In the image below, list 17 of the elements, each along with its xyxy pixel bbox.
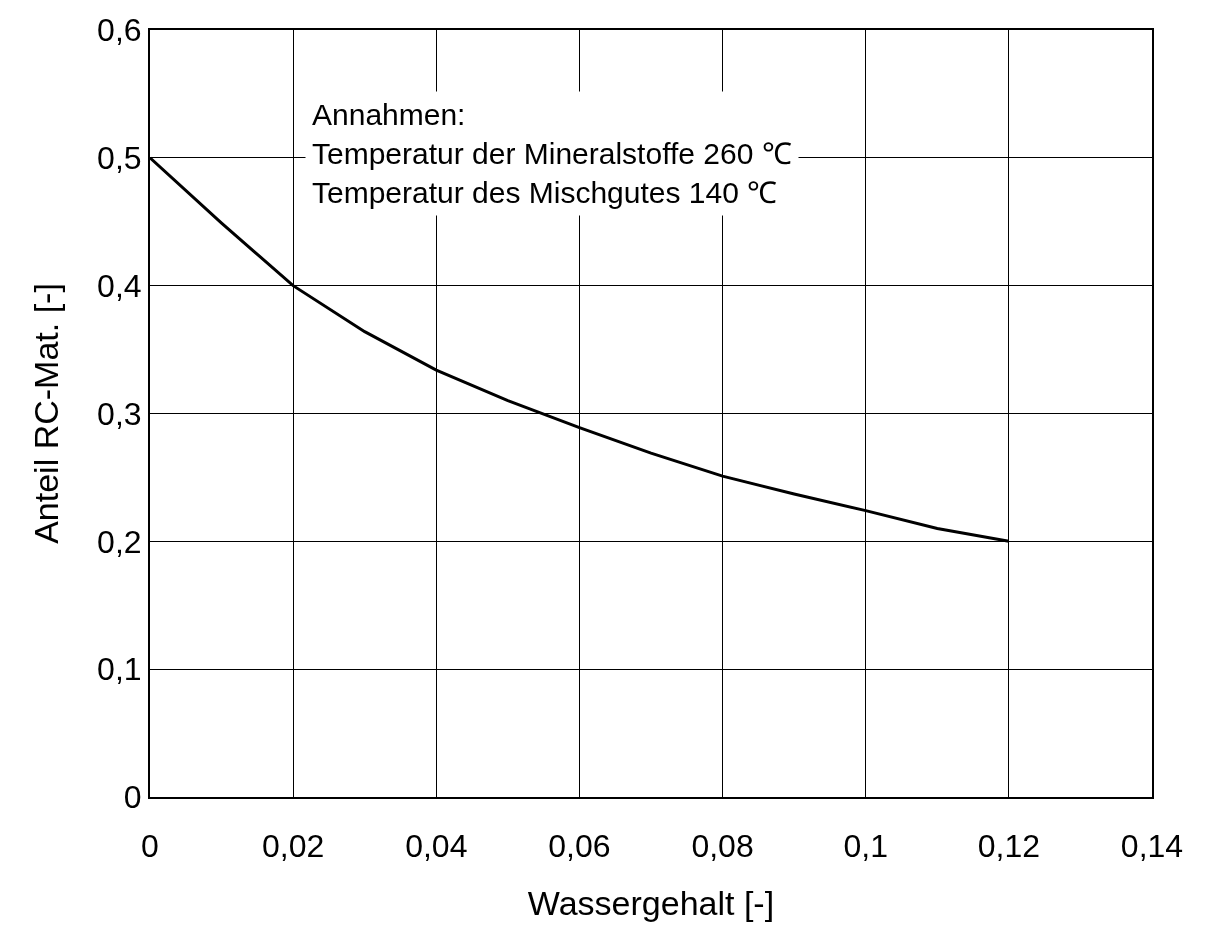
y-axis-title: Anteil RC-Mat. [-]	[27, 283, 66, 544]
x-tick-label: 0,14	[1120, 828, 1184, 865]
y-tick-label: 0,1	[97, 651, 142, 688]
x-tick-label: 0,08	[691, 828, 754, 865]
y-tick-label: 0,5	[97, 140, 142, 177]
y-tick-label: 0,6	[97, 12, 142, 49]
y-tick-label: 0,3	[97, 395, 142, 432]
x-tick-label: 0,1	[843, 828, 888, 865]
y-tick-label: 0,2	[97, 523, 142, 560]
y-tick-label: 0	[123, 779, 142, 816]
x-tick-label: 0,06	[548, 828, 611, 865]
x-axis-title: Wassergehalt [-]	[527, 884, 775, 923]
x-tick-label: 0,04	[405, 828, 468, 865]
annotation: Annahmen: Temperatur der Mineralstoffe 260 ℃ Temperatur des Mischgutes 140 ℃	[312, 98, 792, 209]
x-tick-label: 0,12	[977, 828, 1040, 865]
x-tick-label: 0,02	[262, 828, 325, 865]
y-tick-label: 0,4	[97, 267, 142, 304]
